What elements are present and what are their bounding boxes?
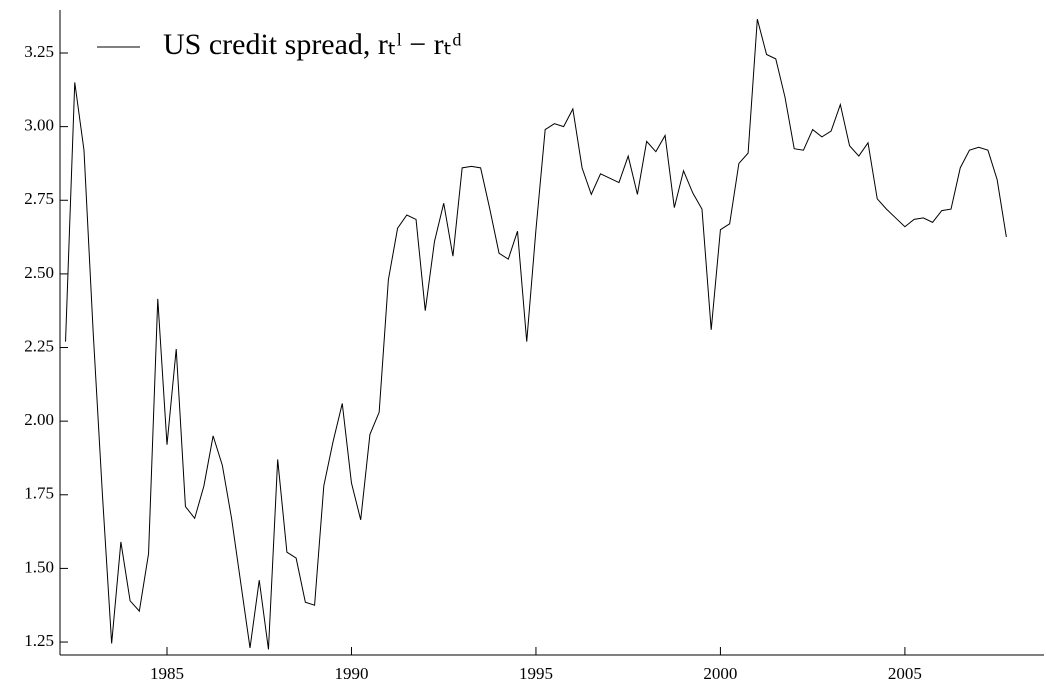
y-tick-label: 2.00 <box>24 410 54 429</box>
x-tick-label: 1985 <box>150 664 184 683</box>
legend-label: US credit spread, rₜˡ − rₜᵈ <box>163 28 462 61</box>
y-tick-label: 2.25 <box>24 336 54 355</box>
x-tick-label: 2005 <box>888 664 922 683</box>
x-tick-label: 1995 <box>519 664 553 683</box>
y-tick-label: 2.50 <box>24 263 54 282</box>
y-tick-label: 3.25 <box>24 42 54 61</box>
y-tick-label: 1.75 <box>24 484 54 503</box>
y-tick-label: 3.00 <box>24 116 54 135</box>
x-tick-label: 2000 <box>703 664 737 683</box>
line-series <box>65 19 1007 650</box>
y-tick-label: 1.50 <box>24 557 54 576</box>
x-tick-label: 1990 <box>334 664 368 683</box>
y-tick-label: 1.25 <box>24 631 54 650</box>
y-tick-label: 2.75 <box>24 189 54 208</box>
